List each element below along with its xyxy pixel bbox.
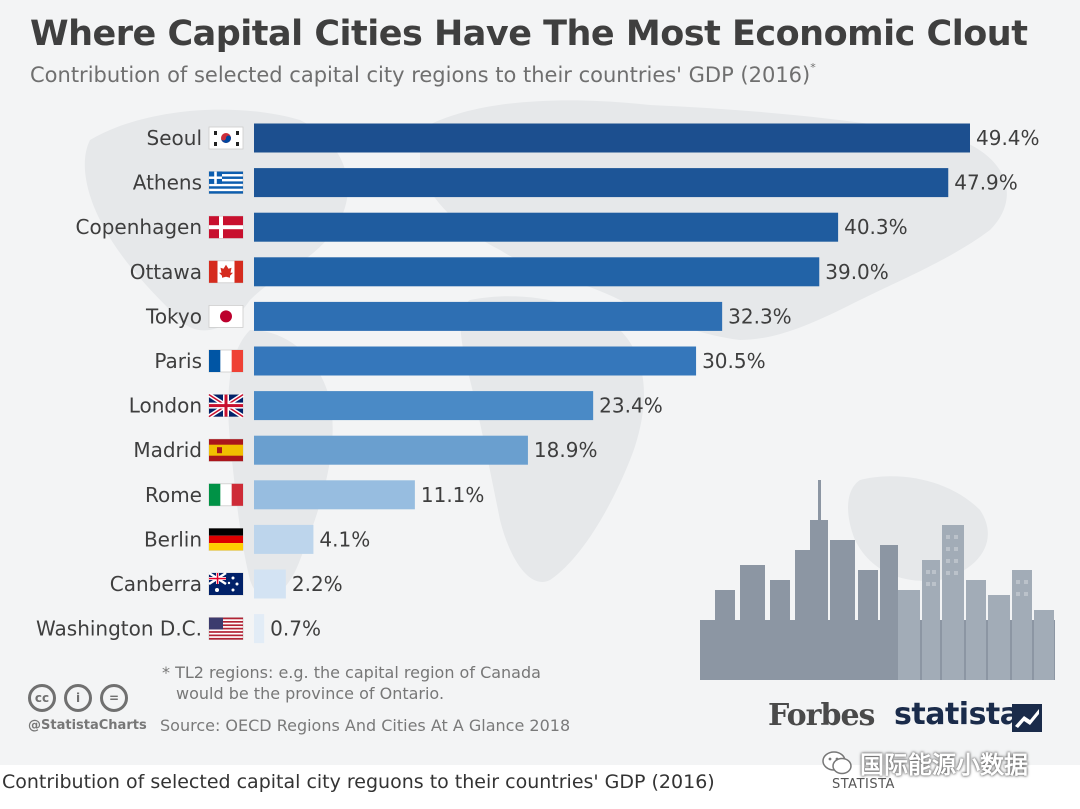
bar-category-label: Seoul	[147, 126, 202, 150]
footnote-line-2: would be the province of Ontario.	[176, 684, 445, 703]
bar	[254, 257, 820, 287]
bar-row: London 23.4%	[129, 391, 663, 421]
infographic-card: Where Capital Cities Have The Most Econo…	[0, 0, 1080, 765]
chart-subtitle: Contribution of selected capital city re…	[30, 61, 816, 87]
bar-row: Tokyo 32.3%	[145, 301, 792, 331]
canada-flag-icon	[208, 260, 244, 284]
source-note: Source: OECD Regions And Cities At A Gla…	[160, 716, 571, 735]
bar	[254, 123, 970, 153]
bar-row: Ottawa 39.0%	[130, 257, 889, 287]
bar-row: Rome 11.1%	[145, 480, 485, 510]
footnote-line-1: * TL2 regions: e.g. the capital region o…	[162, 663, 541, 682]
bar-row: Canberra 2.2%	[110, 569, 343, 599]
bar	[254, 346, 697, 376]
bar-category-label: Tokyo	[145, 304, 202, 328]
bar-row: Seoul 49.4%	[147, 123, 1040, 153]
denmark-flag-icon	[208, 215, 244, 239]
by-icon-glyph: i	[75, 691, 81, 705]
bar-value-label: 23.4%	[599, 394, 663, 418]
bar-category-label: Madrid	[133, 438, 202, 462]
bar-row: Madrid 18.9%	[133, 435, 598, 465]
bar	[254, 435, 528, 465]
image-caption: Contribution of selected capital city re…	[2, 771, 715, 793]
bar-value-label: 18.9%	[534, 438, 598, 462]
caption-brand: STATISTA	[832, 777, 895, 792]
greece-flag-icon	[208, 171, 244, 195]
bar-category-label: Rome	[145, 483, 202, 507]
australia-flag-icon	[208, 571, 244, 596]
bar-row: Paris 30.5%	[154, 346, 766, 376]
bar-value-label: 40.3%	[844, 215, 908, 239]
bar-value-label: 32.3%	[728, 304, 792, 328]
statista-charts-handle[interactable]: @StatistaCharts	[28, 718, 147, 733]
japan-flag-icon	[208, 304, 244, 328]
bar	[254, 480, 415, 510]
bar-row: Washington D.C. 0.7%	[36, 614, 321, 644]
watermark-text: 国际能源小数据	[860, 751, 1028, 779]
bar	[254, 168, 949, 198]
spain-flag-icon	[208, 438, 244, 462]
wechat-icon	[822, 750, 852, 774]
bar-category-label: Copenhagen	[76, 215, 202, 239]
city-skyline-illustration	[700, 480, 1055, 680]
united-kingdom-flag-icon	[207, 392, 245, 419]
bar-category-label: Ottawa	[130, 260, 202, 284]
cc-icon-glyph: cc	[34, 691, 50, 705]
nd-icon-glyph: =	[108, 691, 120, 705]
footnote-marker: *	[810, 61, 816, 74]
italy-flag-icon	[208, 483, 244, 507]
germany-flag-icon	[208, 528, 244, 551]
bar-value-label: 47.9%	[954, 171, 1018, 195]
bar	[254, 212, 839, 242]
bar-value-label: 11.1%	[421, 483, 485, 507]
cc-icon: cc	[28, 684, 56, 712]
bar-category-label: London	[129, 394, 202, 418]
chart-subtitle-text: Contribution of selected capital city re…	[30, 63, 811, 87]
footnote: * TL2 regions: e.g. the capital region o…	[162, 662, 541, 704]
wechat-watermark: 国际能源小数据	[822, 745, 1028, 780]
bar-value-label: 49.4%	[976, 126, 1040, 150]
bar-row: Athens 47.9%	[133, 168, 1018, 198]
france-flag-icon	[208, 349, 244, 373]
bar-category-label: Canberra	[110, 572, 202, 596]
south-korea-flag-icon	[208, 126, 244, 150]
bar-value-label: 2.2%	[292, 572, 343, 596]
bar-category-label: Berlin	[144, 527, 202, 551]
united-states-flag-icon	[208, 617, 244, 640]
nd-icon: =	[100, 684, 128, 712]
statista-logo[interactable]: statista	[894, 697, 1020, 732]
bar-category-label: Paris	[154, 349, 202, 373]
bar	[254, 301, 723, 331]
bar-value-label: 0.7%	[270, 617, 321, 641]
bar-row: Berlin 4.1%	[144, 524, 370, 554]
bar-row: Copenhagen 40.3%	[76, 212, 908, 242]
bar-value-label: 4.1%	[319, 527, 370, 551]
bar-chart: Seoul 49.4% Athens 47.9% Copenhagen 40.3% Otta…	[36, 123, 1040, 644]
bar	[254, 569, 286, 599]
statista-mark-icon	[1012, 704, 1042, 732]
bar-value-label: 30.5%	[702, 349, 766, 373]
by-icon: i	[64, 684, 92, 712]
chart-title: Where Capital Cities Have The Most Econo…	[30, 14, 1028, 54]
bar	[254, 524, 314, 554]
forbes-logo[interactable]: Forbes	[768, 698, 875, 733]
bar-category-label: Washington D.C.	[36, 617, 202, 641]
bar-category-label: Athens	[133, 171, 202, 195]
bar	[254, 614, 265, 644]
bar-value-label: 39.0%	[825, 260, 889, 284]
bar	[254, 391, 594, 421]
